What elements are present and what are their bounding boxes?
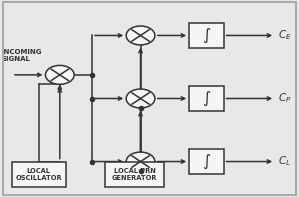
Circle shape	[126, 89, 155, 108]
Text: $C_E$: $C_E$	[278, 29, 292, 42]
Text: $C_P$: $C_P$	[278, 92, 292, 105]
Text: $C_L$: $C_L$	[278, 155, 291, 168]
Text: LOCAL PRN
GENERATOR: LOCAL PRN GENERATOR	[112, 168, 157, 181]
Text: LOCAL
OSCILLATOR: LOCAL OSCILLATOR	[16, 168, 62, 181]
Circle shape	[126, 152, 155, 171]
Text: $\int$: $\int$	[202, 152, 211, 171]
Circle shape	[126, 26, 155, 45]
Bar	[105, 162, 164, 187]
Text: $\int$: $\int$	[202, 26, 211, 45]
Text: $\int$: $\int$	[202, 89, 211, 108]
Bar	[189, 23, 223, 48]
Bar	[189, 149, 223, 174]
Circle shape	[45, 65, 74, 84]
Bar	[12, 162, 66, 187]
Bar	[189, 86, 223, 111]
Text: INCOMING
SIGNAL: INCOMING SIGNAL	[1, 49, 42, 62]
